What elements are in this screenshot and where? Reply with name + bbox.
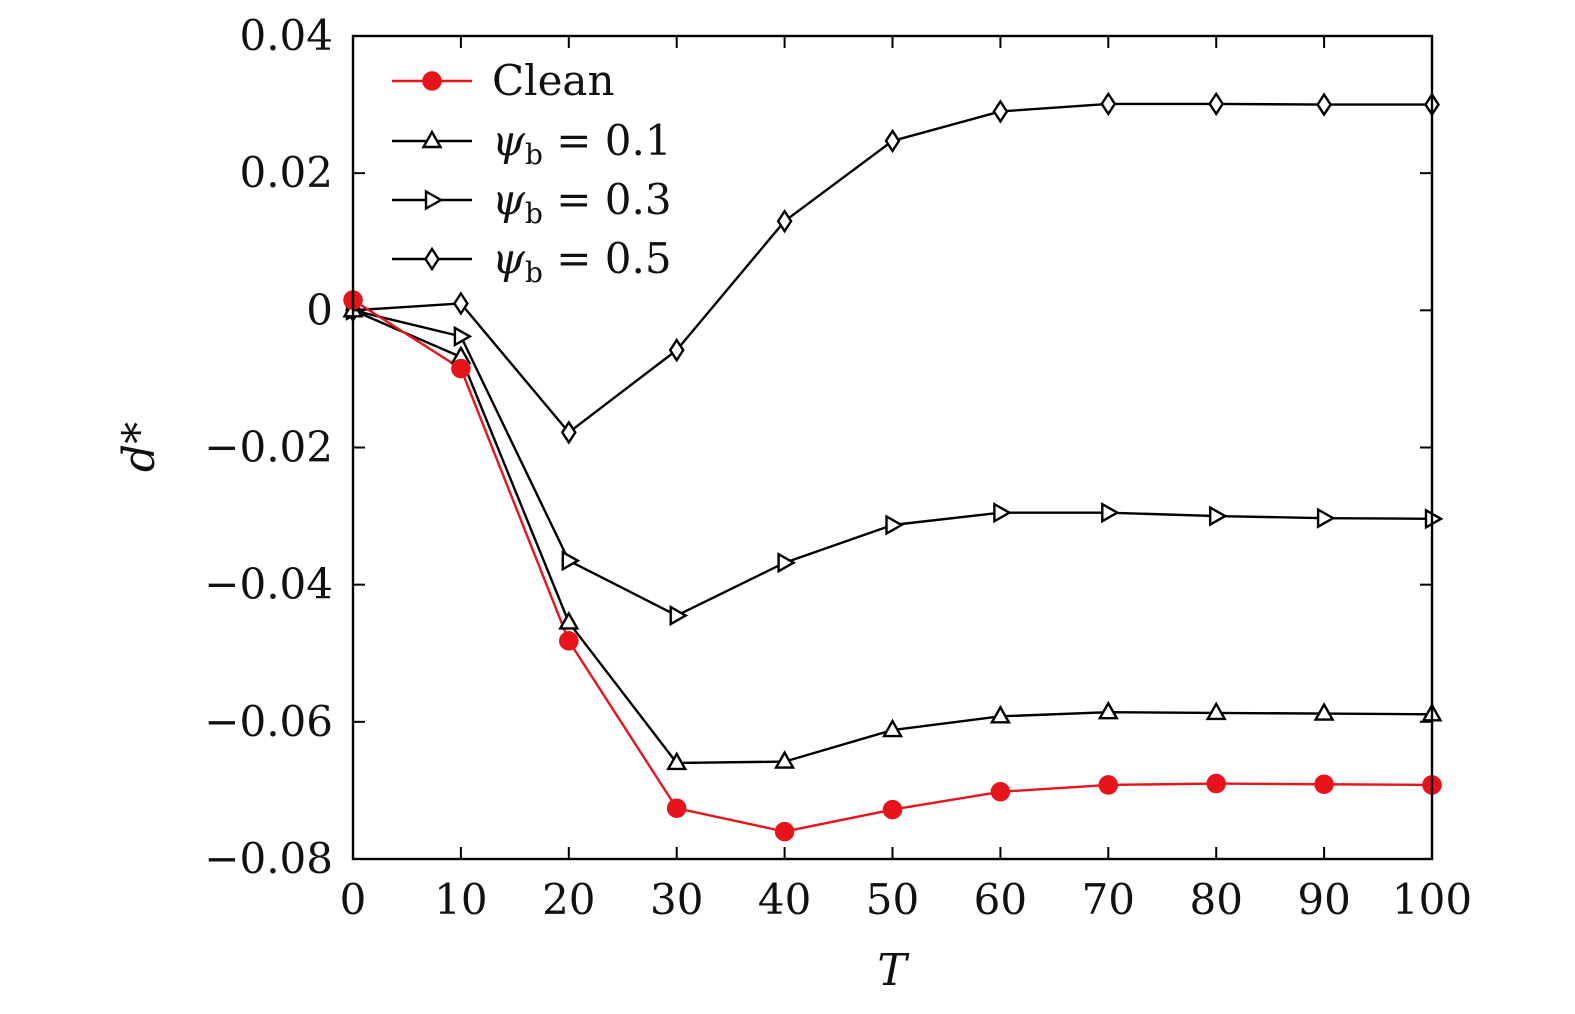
- legend-label: Clean: [492, 56, 615, 105]
- data-point-series-2: [669, 604, 689, 627]
- data-point-series-2: [453, 325, 473, 347]
- series-line-2: [352, 309, 1433, 617]
- series-line-1: [352, 309, 1433, 765]
- data-point-series-3: [992, 99, 1009, 124]
- legend-value: = 0.3: [543, 175, 672, 224]
- x-tick-label: 70: [1082, 875, 1135, 924]
- data-point-series-0: [451, 358, 471, 379]
- y-tick-label: −0.02: [204, 423, 333, 472]
- data-point-series-0: [990, 782, 1011, 802]
- legend-label: ψb = 0.1: [492, 116, 672, 171]
- legend-label: ψb = 0.3: [492, 175, 672, 230]
- data-point-series-0: [1098, 775, 1119, 795]
- x-tick-label: 20: [542, 875, 595, 924]
- y-tick-label: −0.06: [204, 697, 333, 746]
- legend-marker: [421, 129, 443, 149]
- data-point-series-0: [1314, 774, 1334, 794]
- series-line-0: [352, 299, 1433, 833]
- legend-label: ψb = 0.5: [492, 234, 672, 289]
- legend-symbol: ψ: [492, 234, 526, 283]
- x-tick-label: 50: [866, 875, 919, 924]
- axis-ticks: [352, 35, 1433, 860]
- y-tick-label: −0.04: [204, 560, 333, 609]
- legend-value: = 0.5: [543, 234, 672, 283]
- x-tick-label: 100: [1392, 875, 1472, 924]
- data-point-series-1: [1097, 700, 1119, 720]
- series-markers: [342, 91, 1444, 842]
- data-point-series-2: [1101, 502, 1120, 524]
- data-point-series-3: [452, 291, 469, 316]
- legend-marker: [424, 189, 444, 211]
- data-point-series-1: [558, 610, 580, 630]
- y-axis-title: d*: [114, 422, 165, 472]
- data-point-series-2: [1208, 505, 1228, 527]
- data-point-series-2: [993, 502, 1012, 524]
- legend-value: = 0.1: [543, 116, 672, 165]
- x-tick-labels: 0 10 20 30 40 50 60 70 80 90 100: [340, 875, 1472, 924]
- x-tick-label: 40: [758, 875, 811, 924]
- y-tick-label: −0.08: [204, 834, 333, 883]
- data-point-series-1: [774, 750, 796, 769]
- legend-subscript: b: [525, 256, 543, 289]
- data-point-series-3: [1100, 91, 1117, 117]
- data-point-series-0: [882, 799, 903, 820]
- x-tick-label: 80: [1189, 875, 1242, 924]
- y-tick-label: 0.02: [239, 148, 333, 197]
- data-point-series-2: [561, 550, 581, 572]
- data-point-series-1: [989, 704, 1011, 724]
- data-point-series-3: [1316, 92, 1333, 117]
- x-tick-label: 10: [434, 875, 487, 924]
- y-tick-label: 0.04: [239, 11, 333, 60]
- x-axis-title: T: [877, 945, 910, 996]
- data-point-series-3: [668, 337, 685, 363]
- data-point-series-1: [881, 718, 904, 738]
- x-tick-label: 0: [340, 875, 367, 924]
- data-point-series-1: [1313, 702, 1335, 721]
- x-tick-label: 30: [650, 875, 703, 924]
- data-point-series-0: [1206, 773, 1226, 794]
- data-point-series-2: [885, 514, 904, 536]
- data-point-series-3: [776, 208, 793, 234]
- data-point-series-1: [1205, 701, 1227, 721]
- legend-marker: [424, 246, 440, 272]
- legend-subscript: b: [525, 197, 543, 230]
- data-point-series-0: [559, 631, 579, 651]
- legend-symbol: ψ: [492, 116, 526, 165]
- data-point-series-2: [777, 552, 797, 574]
- y-tick-labels: 0.04 0.02 0 −0.02 −0.04 −0.06 −0.08: [204, 11, 333, 883]
- data-point-series-0: [666, 798, 687, 818]
- y-tick-label: 0: [306, 285, 333, 334]
- legend-marker: [422, 71, 442, 91]
- legend-subscript: b: [525, 138, 543, 171]
- data-point-series-0: [774, 821, 795, 842]
- data-point-series-3: [560, 420, 577, 445]
- data-point-series-1: [666, 751, 688, 771]
- data-point-series-3: [1208, 91, 1225, 117]
- x-tick-label: 60: [974, 875, 1027, 924]
- data-point-series-2: [1316, 507, 1336, 529]
- data-point-series-2: [1424, 508, 1444, 530]
- data-point-series-3: [884, 128, 901, 154]
- x-tick-label: 90: [1297, 875, 1350, 924]
- legend-symbol: ψ: [492, 175, 526, 224]
